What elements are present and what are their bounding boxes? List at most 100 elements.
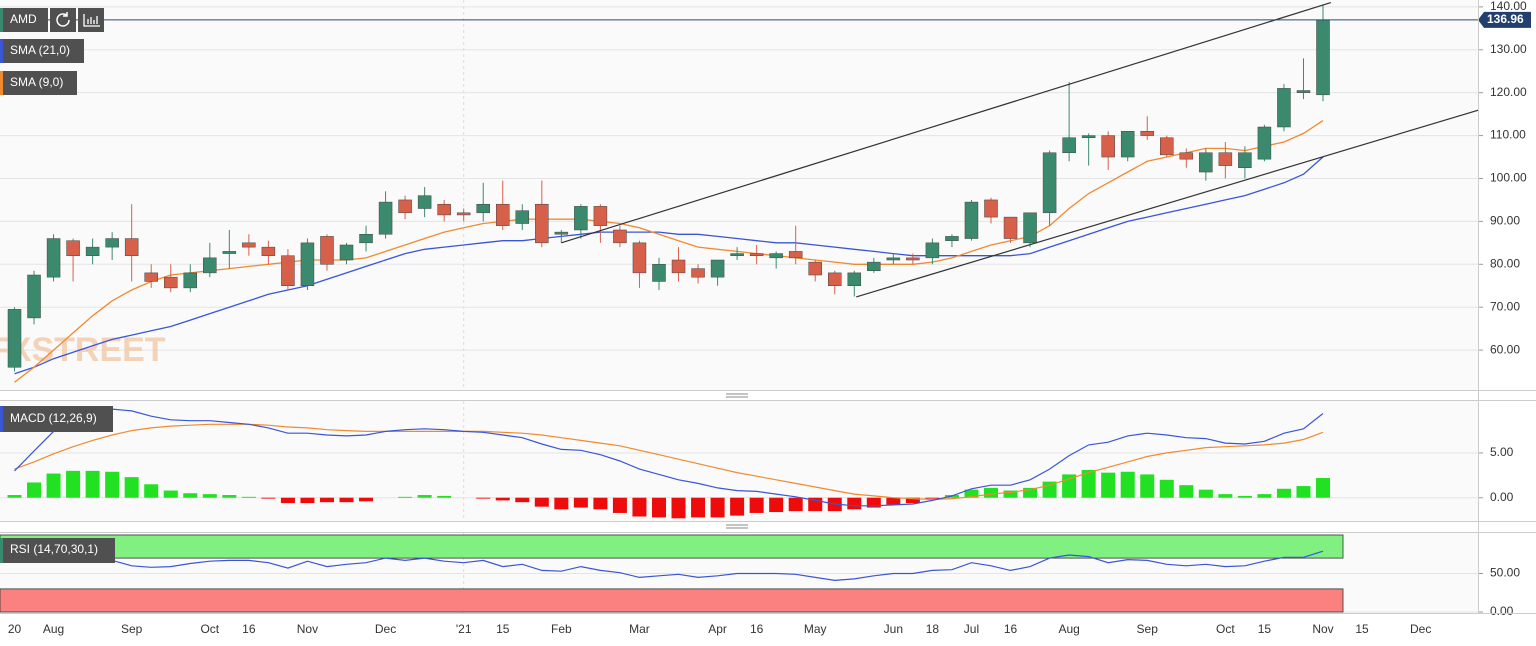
candle-body <box>652 264 666 282</box>
candle-body <box>1316 19 1330 96</box>
histogram-bar <box>612 497 627 513</box>
legend-title: MACD (12,26,9) <box>10 411 97 425</box>
legend-box[interactable] <box>0 71 77 95</box>
y-tick-label: 70.00 <box>1490 299 1520 313</box>
y-tick-label: 110.00 <box>1490 128 1526 142</box>
histogram-bar <box>866 497 881 508</box>
candle-body <box>1042 152 1057 214</box>
histogram-bar <box>183 493 198 498</box>
refresh-button[interactable] <box>50 8 76 32</box>
legend-swatch <box>0 71 3 95</box>
candle-body <box>27 274 41 319</box>
histogram-bar <box>847 497 862 510</box>
candle-body <box>417 195 432 209</box>
candle-body <box>535 203 549 244</box>
candle-body <box>730 253 744 256</box>
histogram-bar <box>144 484 159 498</box>
y-tick-label: 120.00 <box>1490 85 1527 99</box>
histogram-bar <box>1023 487 1038 498</box>
sma-line <box>14 120 1324 383</box>
trendline <box>561 2 1332 244</box>
candle-body <box>242 242 256 248</box>
candle-body <box>515 210 530 224</box>
candle-body <box>1218 152 1233 166</box>
candle-body <box>1081 135 1096 138</box>
candle-body <box>456 212 471 216</box>
histogram-bar <box>925 497 940 499</box>
panel-group <box>0 534 1344 613</box>
panel-group: FXSTREET <box>0 2 1478 383</box>
histogram-bar <box>671 497 686 519</box>
x-tick-label: May <box>804 622 827 636</box>
x-tick-label: Jul <box>964 622 979 636</box>
candle-body <box>769 253 783 259</box>
candle-body <box>144 272 158 282</box>
histogram-bar <box>359 497 374 502</box>
x-tick-label: Apr <box>708 622 727 636</box>
legend-swatch <box>0 538 3 563</box>
x-tick-label: Oct <box>1216 622 1235 636</box>
legend-box[interactable] <box>0 8 48 32</box>
legend-box[interactable] <box>0 406 113 432</box>
legend-box[interactable] <box>0 538 115 563</box>
candle-body <box>593 206 608 226</box>
candle-body <box>1257 126 1272 160</box>
histogram-bar <box>1296 486 1311 498</box>
candle-body <box>828 272 842 286</box>
candle-body <box>1160 137 1174 156</box>
legend-label: SMA (21,0) <box>10 43 70 57</box>
histogram-bar <box>222 495 237 498</box>
chart-type-icon <box>83 14 100 27</box>
y-tick-label: 90.00 <box>1490 214 1520 228</box>
histogram-bar <box>1120 471 1135 498</box>
candle-body <box>1101 135 1115 158</box>
candle-body <box>964 201 979 239</box>
histogram-bar <box>769 497 784 513</box>
histogram-bar <box>495 497 510 501</box>
histogram-bar <box>339 497 354 503</box>
x-tick-label: 15 <box>496 622 510 636</box>
x-tick-label: Dec <box>1410 622 1431 636</box>
candle-body <box>867 261 881 271</box>
histogram-bar <box>1179 485 1194 498</box>
histogram-bar <box>398 496 413 498</box>
candle-body <box>788 251 803 259</box>
x-tick-label: 16 <box>750 622 764 636</box>
candle-body <box>984 199 998 218</box>
histogram-bar <box>573 497 588 508</box>
histogram-bar <box>66 470 81 498</box>
x-tick-label: 16 <box>242 622 256 636</box>
legend-box[interactable] <box>0 39 84 63</box>
candle-body <box>163 276 178 289</box>
histogram-bar <box>515 497 530 503</box>
histogram-bar <box>27 482 42 498</box>
candle-body <box>222 251 237 254</box>
panel-grip[interactable] <box>726 393 748 529</box>
histogram-bar <box>788 497 803 512</box>
histogram-bar <box>554 497 569 510</box>
histogram-bar <box>651 497 666 518</box>
y-tick-label: 130.00 <box>1490 42 1527 56</box>
legend-title: AMD <box>10 12 37 26</box>
candle-body <box>906 257 920 261</box>
panel-group <box>7 408 1331 519</box>
candle-body <box>1277 88 1291 128</box>
x-tick-label: 20 <box>8 622 22 636</box>
histogram-bar <box>319 497 334 503</box>
histogram-bar <box>46 473 61 498</box>
watermark: FXSTREET <box>0 331 166 369</box>
candle-body <box>945 236 959 241</box>
histogram-bar <box>710 497 725 518</box>
histogram-bar <box>1081 469 1096 498</box>
y-tick-label: 0.00 <box>1490 490 1514 504</box>
candle-body <box>808 261 822 276</box>
candle-body <box>1062 137 1076 153</box>
macd-line <box>14 408 1324 507</box>
rsi-band <box>0 534 1344 559</box>
x-tick-label: Nov <box>297 622 318 636</box>
candle-body <box>1296 90 1311 93</box>
histogram-bar <box>1218 494 1233 498</box>
histogram-bar <box>417 495 432 498</box>
